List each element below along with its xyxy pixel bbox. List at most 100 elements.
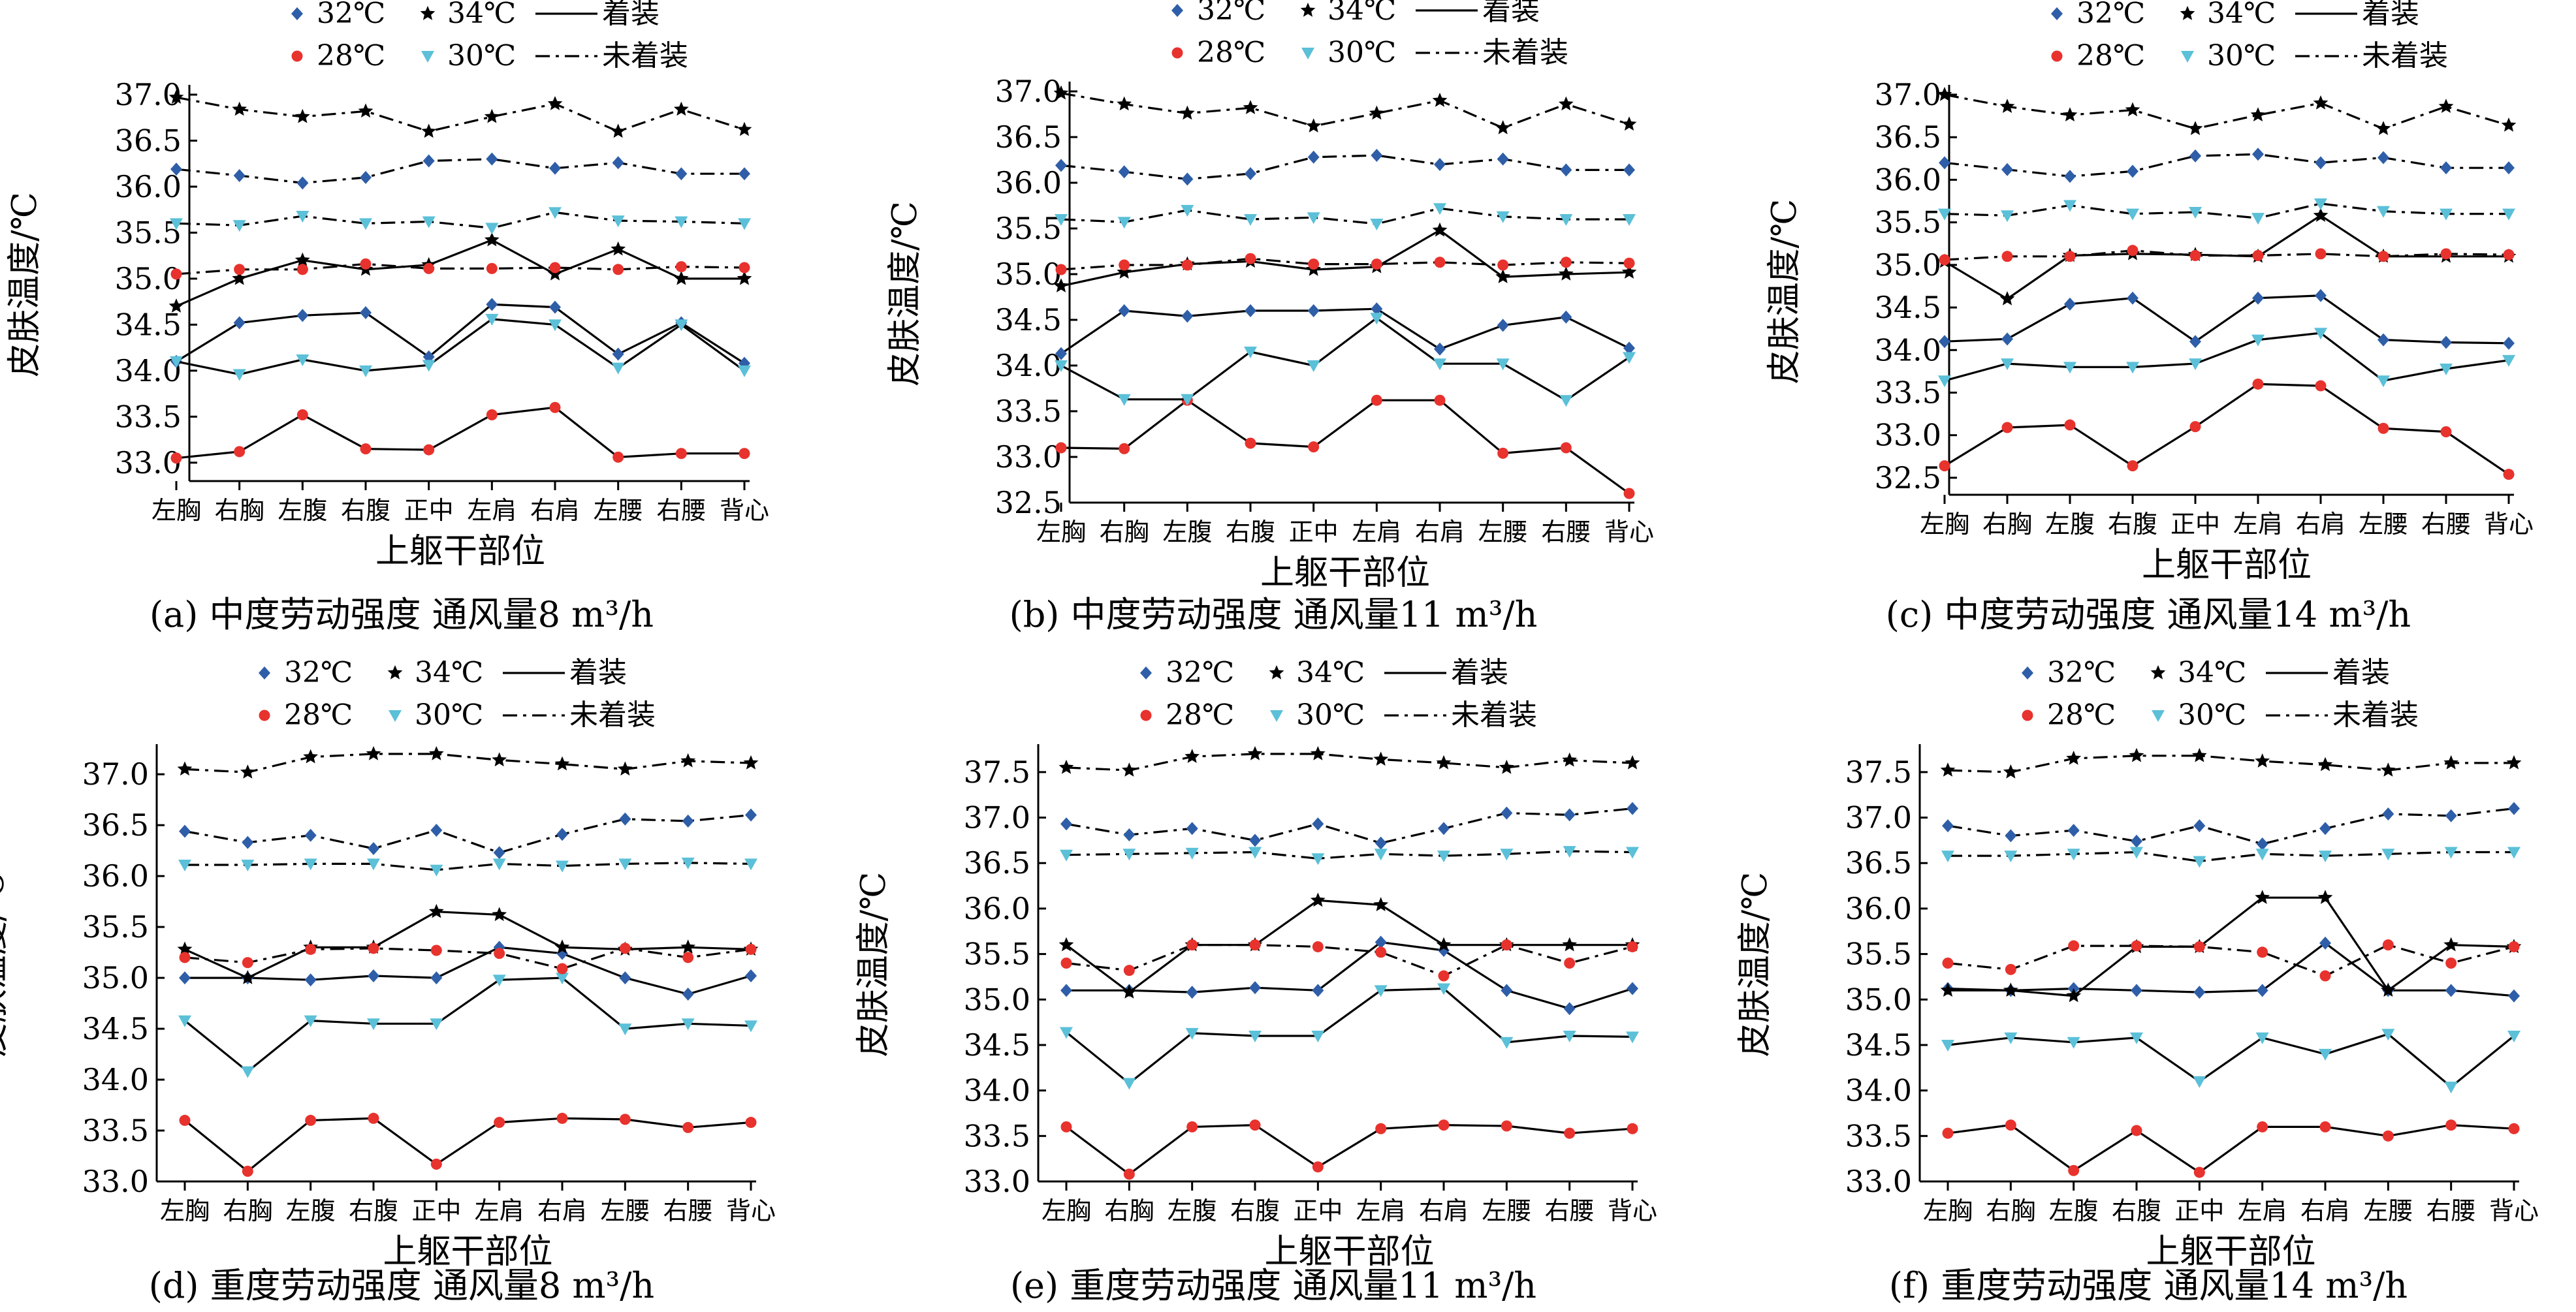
data-point xyxy=(1244,214,1257,226)
data-point xyxy=(2440,208,2453,221)
data-point xyxy=(2068,1164,2080,1176)
x-tick-label: 正中 xyxy=(1289,518,1339,546)
data-point xyxy=(430,945,442,956)
data-point xyxy=(1371,394,1382,406)
data-point xyxy=(170,268,182,280)
data-point xyxy=(1245,167,1256,180)
data-point xyxy=(430,1158,442,1170)
y-tick-label: 36.0 xyxy=(964,891,1030,926)
data-point xyxy=(1186,1121,1198,1132)
data-point xyxy=(1053,278,1069,292)
data-point xyxy=(1186,986,1198,999)
data-point xyxy=(2256,984,2268,997)
data-point xyxy=(612,264,624,275)
data-point xyxy=(2063,362,2076,374)
data-point xyxy=(2193,1166,2205,1178)
data-point xyxy=(242,957,253,969)
series-line xyxy=(1060,257,1630,271)
x-tick-label: 背心 xyxy=(2484,510,2534,539)
data-point xyxy=(2005,963,2016,975)
data-point xyxy=(1438,970,1450,982)
data-point xyxy=(2131,1125,2142,1136)
legend-marker xyxy=(291,50,303,62)
y-tick-label: 35.5 xyxy=(1875,205,1941,240)
data-point xyxy=(296,211,310,223)
series-line xyxy=(1944,202,2509,219)
data-point xyxy=(360,170,372,184)
data-point xyxy=(1185,847,1199,860)
data-point xyxy=(492,752,507,767)
x-tick-label: 左肩 xyxy=(2238,1196,2287,1225)
data-point xyxy=(2503,161,2515,175)
data-point xyxy=(1249,1119,1261,1131)
data-point xyxy=(617,761,633,776)
series-line xyxy=(1947,941,2515,997)
legend-marker xyxy=(1301,48,1314,59)
legend-label: 未着装 xyxy=(1482,36,1568,69)
data-point xyxy=(1375,1123,1387,1134)
data-point xyxy=(1055,442,1067,454)
data-point xyxy=(745,1117,757,1129)
data-point xyxy=(1310,746,1326,760)
data-point xyxy=(358,103,374,118)
data-point xyxy=(1370,313,1384,325)
data-point xyxy=(1370,219,1384,230)
series-line xyxy=(1066,1123,1633,1176)
data-point xyxy=(2257,946,2268,958)
x-axis-title: 上躯干部位 xyxy=(1260,554,1430,593)
data-point xyxy=(1249,981,1261,995)
legend-label: 34℃ xyxy=(447,0,516,30)
data-point xyxy=(1942,958,1954,969)
data-point xyxy=(2315,380,2327,392)
data-point xyxy=(2255,1032,2269,1044)
y-tick-label: 34.0 xyxy=(995,348,1062,383)
data-point xyxy=(177,941,193,956)
data-point xyxy=(611,241,626,256)
data-point xyxy=(1181,172,1194,186)
data-point xyxy=(2443,755,2459,770)
data-point xyxy=(549,207,562,219)
legend: 32℃ 34℃ 着装 28℃ 30℃ 未着装 xyxy=(259,656,656,732)
data-point xyxy=(2319,936,2331,950)
y-tick-label: 35.0 xyxy=(1875,247,1941,283)
data-point xyxy=(1563,1031,1576,1043)
data-point xyxy=(738,218,751,230)
data-point xyxy=(296,309,309,322)
y-axis-title: 皮肤温度/℃ xyxy=(854,872,893,1057)
legend-label: 30℃ xyxy=(2207,39,2276,72)
data-point xyxy=(1307,360,1320,372)
data-point xyxy=(680,939,696,954)
data-point xyxy=(2256,837,2268,851)
data-point xyxy=(1123,828,1136,842)
legend-marker xyxy=(259,710,270,721)
data-point xyxy=(1186,939,1198,951)
legend-label: 28℃ xyxy=(2076,39,2145,72)
data-point xyxy=(1623,352,1636,364)
data-point xyxy=(675,319,688,332)
data-point xyxy=(367,858,380,871)
panel-caption: (d) 重度劳动强度 通风量8 m³/h xyxy=(149,1265,654,1306)
data-point xyxy=(2066,751,2082,765)
y-tick-label: 33.0 xyxy=(82,1164,149,1199)
data-point xyxy=(2255,890,2270,904)
y-tick-label: 35.0 xyxy=(1845,982,1912,1017)
data-point xyxy=(673,101,689,116)
legend: 32℃ 34℃ 着装 28℃ 30℃ 未着装 xyxy=(291,0,688,72)
data-point xyxy=(619,971,631,985)
data-point xyxy=(1627,982,1638,995)
data-point xyxy=(1306,118,1322,133)
series-line xyxy=(1060,228,1630,287)
x-tick-label: 左腹 xyxy=(286,1196,336,1225)
x-tick-label: 右肩 xyxy=(1419,1196,1469,1225)
y-tick-label: 33.0 xyxy=(1845,1164,1912,1199)
data-point xyxy=(1500,849,1514,861)
data-point xyxy=(549,300,561,314)
data-point xyxy=(296,354,310,366)
data-point xyxy=(1559,395,1573,407)
series-line xyxy=(176,303,745,364)
data-point xyxy=(1117,264,1132,279)
data-point xyxy=(2313,95,2329,110)
data-point xyxy=(1501,984,1513,997)
data-point xyxy=(1942,1127,1954,1139)
y-axis-title: 皮肤温度/℃ xyxy=(885,201,925,386)
